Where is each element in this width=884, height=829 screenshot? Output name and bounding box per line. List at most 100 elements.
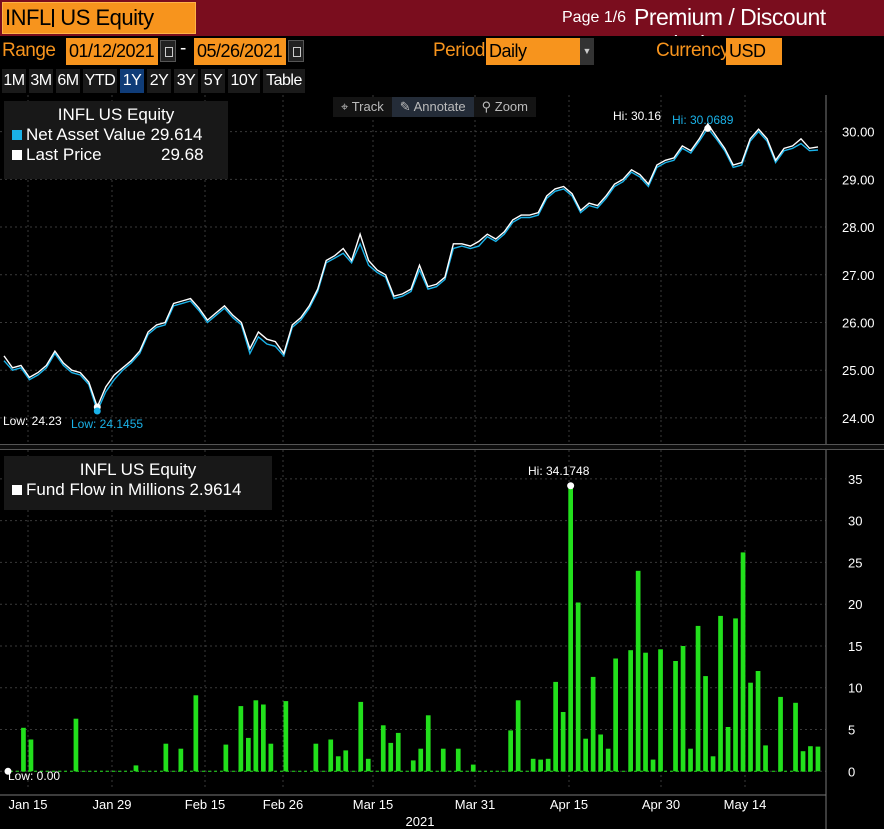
flow-bar <box>718 615 723 772</box>
x-tick-label: Jan 29 <box>92 797 131 812</box>
currency-label: Currency <box>656 40 730 61</box>
flow-bar <box>28 739 34 772</box>
tab-1y[interactable]: 1Y <box>120 69 144 93</box>
x-tick-label: Feb 15 <box>185 797 225 812</box>
flow-bar <box>425 715 431 772</box>
flow-bar <box>755 671 761 772</box>
end-date-field[interactable]: 05/26/2021 <box>194 38 286 65</box>
flow-bar <box>253 700 259 772</box>
chevron-down-icon[interactable]: ▼ <box>580 38 594 65</box>
legend-swatch <box>12 485 22 495</box>
price-chart[interactable]: 24.00 25.00 26.00 27.00 28.00 29.00 30.00 Low: … <box>0 95 884 444</box>
low-marker <box>4 767 12 775</box>
legend-flow-name: Fund Flow in Millions <box>26 480 185 499</box>
tab-3y[interactable]: 3Y <box>174 69 198 93</box>
flow-bar <box>575 602 581 772</box>
legend-title: INFL US Equity <box>79 460 197 479</box>
track-tool[interactable]: ⌖ Track <box>333 97 392 117</box>
y-tick-label: 20 <box>848 597 862 612</box>
y-tick-label: 10 <box>848 681 862 696</box>
y-tick-label: 0 <box>848 764 855 779</box>
ticker-symbol: INFL <box>5 5 51 30</box>
price-legend: INFL US Equity Net Asset Value 29.614 La… <box>4 101 228 179</box>
tab-ytd[interactable]: YTD <box>83 69 117 93</box>
flow-bar <box>808 746 813 772</box>
tab-6m[interactable]: 6M <box>56 69 80 93</box>
flow-bar <box>583 738 588 772</box>
flow-bar <box>418 748 424 772</box>
tab-10y[interactable]: 10Y <box>228 69 260 93</box>
series-line-0 <box>3 127 819 413</box>
calendar-icon[interactable] <box>160 40 176 62</box>
flow-chart-panel: 0 5 10 15 20 25 30 35 Hi: 34.1748 Low: 0.00 Jan 15… <box>0 450 884 829</box>
currency-field[interactable]: USD <box>726 38 782 65</box>
flow-bar <box>365 758 371 772</box>
flow-bar <box>410 760 416 772</box>
flow-bar <box>748 682 753 772</box>
period-select[interactable]: Daily <box>486 38 580 65</box>
y-tick-label: 24.00 <box>842 411 875 426</box>
flow-bar <box>590 676 596 772</box>
flow-bar <box>545 758 551 772</box>
legend-last-price: Last Price 29.68 <box>12 145 220 165</box>
annotate-label: Annotate <box>413 99 466 114</box>
x-tick-label: Feb 26 <box>263 797 303 812</box>
flow-bar <box>695 625 701 772</box>
flow-bar <box>538 759 543 772</box>
track-label: Track <box>351 99 384 114</box>
x-tick-label: May 14 <box>724 797 767 812</box>
zoom-label: Zoom <box>494 99 528 114</box>
high-marker <box>567 482 575 490</box>
tab-1m[interactable]: 1M <box>2 69 26 93</box>
high-label: Hi: 30.16 <box>613 109 661 123</box>
flow-bar <box>793 702 798 772</box>
flow-bar <box>800 751 806 772</box>
flow-bar <box>628 650 633 772</box>
ticker-suffix: US Equity <box>54 5 154 30</box>
flow-bar <box>658 649 663 772</box>
flow-bar <box>568 485 573 772</box>
flow-chart[interactable]: 0 5 10 15 20 25 30 35 Hi: 34.1748 Low: 0.00 Jan 15… <box>0 450 884 829</box>
flow-bar <box>283 701 289 772</box>
range-dash: - <box>180 38 187 59</box>
legend-nav-name: Net Asset Value <box>26 125 146 144</box>
tab-5y[interactable]: 5Y <box>201 69 225 93</box>
flow-bar <box>313 743 319 772</box>
tab-3m[interactable]: 3M <box>29 69 53 93</box>
flow-bar <box>710 756 716 772</box>
low-label: Low: 0.00 <box>8 769 60 783</box>
legend-flow: Fund Flow in Millions 2.9614 <box>12 480 264 500</box>
x-tick-label: Mar 31 <box>455 797 495 812</box>
tab-2y[interactable]: 2Y <box>147 69 171 93</box>
start-date-field[interactable]: 01/12/2021 <box>66 38 158 65</box>
ticker-input[interactable]: INFL US Equity <box>2 2 196 34</box>
legend-swatch <box>12 130 22 140</box>
annotate-tool[interactable]: ✎ Annotate <box>391 97 474 117</box>
flow-bar <box>335 756 341 772</box>
flow-bar <box>650 759 656 772</box>
flow-bar <box>605 748 611 772</box>
flow-bar <box>778 696 783 772</box>
series-line-1 <box>3 122 819 409</box>
flow-bar <box>733 618 738 772</box>
calendar-icon[interactable] <box>288 40 304 62</box>
zoom-tool[interactable]: ⚲ Zoom <box>474 97 536 117</box>
flow-bar <box>635 570 641 772</box>
flow-bar <box>21 727 26 772</box>
y-tick-label: 35 <box>848 472 862 487</box>
y-tick-label: 15 <box>848 639 862 654</box>
flow-bar <box>680 646 686 772</box>
x-axis-year: 2021 <box>406 814 435 829</box>
flow-bar <box>455 748 461 772</box>
text-cursor-icon <box>51 9 54 27</box>
flow-bar <box>553 681 558 772</box>
x-tick-label: Jan 15 <box>8 797 47 812</box>
flow-bar <box>560 712 566 772</box>
panel-splitter[interactable] <box>0 444 884 450</box>
legend-nav: Net Asset Value 29.614 <box>12 125 220 145</box>
flow-bar <box>440 748 446 772</box>
flow-bar <box>380 725 386 772</box>
tab-table[interactable]: Table <box>263 69 305 93</box>
flow-bar <box>178 748 184 772</box>
flow-bar <box>763 745 768 772</box>
